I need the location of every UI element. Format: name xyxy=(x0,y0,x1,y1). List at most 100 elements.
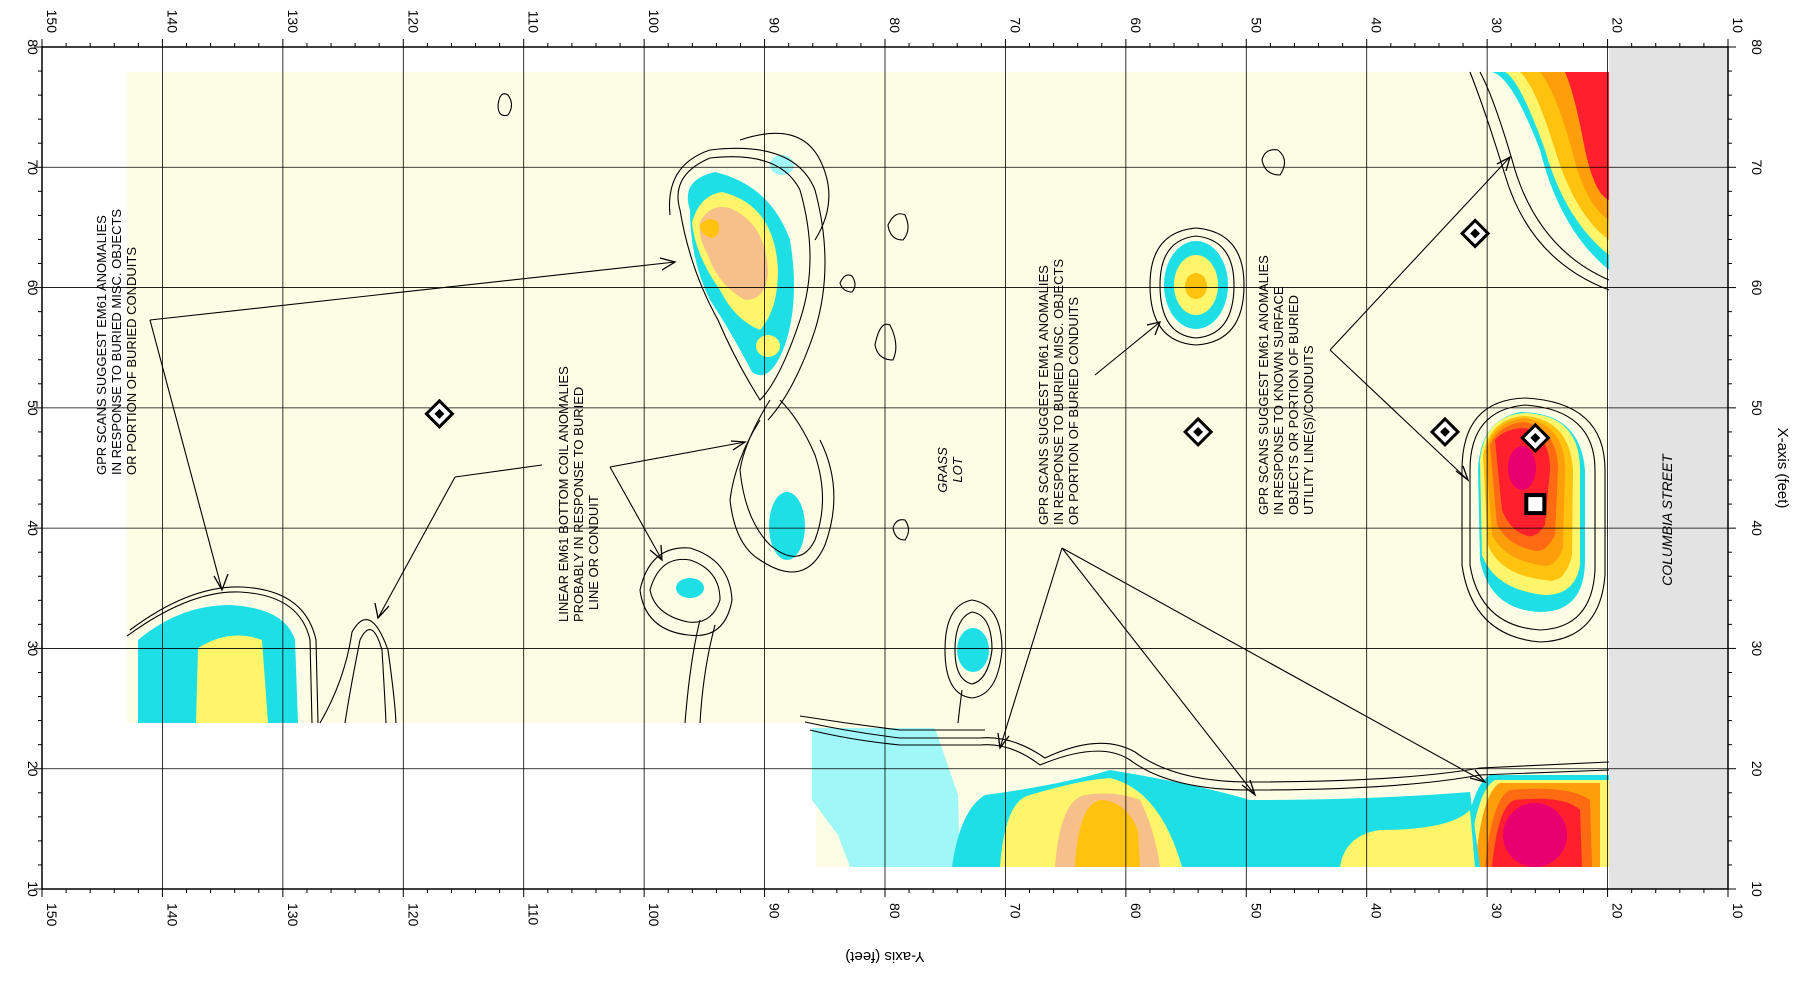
annotation-1-line-1: GPR SCANS SUGGEST EM61 ANOMALIES xyxy=(94,215,109,475)
marker-diamond-core-4 xyxy=(1530,432,1541,443)
annotation-3-line-3: OR PORTION OF BURIED CONDUITS xyxy=(1066,297,1081,525)
y-tick-label-top-20: 20 xyxy=(1610,17,1626,33)
anomaly-92-70-cyan xyxy=(770,155,794,175)
contour-line-21 xyxy=(1479,71,1610,281)
x-tick-label-right-50: 50 xyxy=(1749,400,1765,416)
x-tick-label-right-10: 10 xyxy=(1749,881,1765,897)
axis-ticks: 150 150 140 140 130 130 120 120 110 110 100 100 90 90… xyxy=(25,10,1765,927)
y-tick-label-top-30: 30 xyxy=(1489,17,1505,33)
contour-line-13 xyxy=(699,624,716,724)
y-axis-title: Y-axis (feet) xyxy=(845,948,924,965)
y-tick-label-top-100: 100 xyxy=(646,10,662,34)
anomaly-26-44-magenta xyxy=(1508,446,1536,490)
contour-line-27 xyxy=(887,213,909,241)
arrowhead-3a xyxy=(997,732,1010,750)
x-tick-label-left-30: 30 xyxy=(25,641,41,657)
annotation-3-line-2: IN RESPONSE TO BURIED MISC. OBJECTS xyxy=(1051,259,1066,525)
contour-line-2 xyxy=(129,586,319,724)
contour-line-31 xyxy=(839,274,856,293)
y-tick-label-bottom-20: 20 xyxy=(1610,903,1626,919)
marker-diamond-core-2 xyxy=(1470,228,1481,239)
contour-line-9 xyxy=(729,419,835,573)
arrowhead-1a xyxy=(659,257,677,271)
x-tick-label-left-10: 10 xyxy=(25,881,41,897)
y-tick-label-bottom-150: 150 xyxy=(44,903,60,927)
contour-line-30 xyxy=(892,519,910,541)
y-tick-label-bottom-140: 140 xyxy=(164,903,180,927)
grass-lot-label: GRASS LOT xyxy=(935,447,965,493)
x-tick-label-right-60: 60 xyxy=(1749,280,1765,296)
y-tick-label-bottom-80: 80 xyxy=(887,903,903,919)
arrowhead-4a xyxy=(1496,155,1512,172)
anomaly-88-40-cyan xyxy=(769,492,805,560)
grid xyxy=(42,47,1728,889)
anomaly-26-15-magenta xyxy=(1503,803,1567,867)
contour-line-20 xyxy=(1461,397,1606,643)
contour-line-7 xyxy=(739,132,830,241)
annotation-1-line-3: OR PORTION OF BURIED CONDUITS xyxy=(124,247,139,475)
bottom-band-orange xyxy=(1075,800,1140,867)
arrow-4b xyxy=(1329,349,1469,481)
x-axis-title: X-axis (feet) xyxy=(1774,428,1791,509)
marker-diamond-core-3 xyxy=(1440,426,1450,437)
annotation-2-line-3: LINE OR CONDUIT xyxy=(586,495,601,610)
arrow-1a xyxy=(149,261,676,321)
contour-line-12 xyxy=(684,619,701,724)
y-tick-label-bottom-40: 40 xyxy=(1369,903,1385,919)
y-tick-label-top-90: 90 xyxy=(767,17,783,33)
marker-diamond-core-0 xyxy=(434,408,445,419)
anomaly-92-55-yellow xyxy=(756,335,780,357)
annotation-arrows xyxy=(149,156,1511,796)
arrow-3a xyxy=(999,547,1063,749)
annotation-1: GPR SCANS SUGGEST EM61 ANOMALIES IN RESP… xyxy=(94,209,139,475)
contour-lines xyxy=(126,71,1610,791)
x-tick-label-left-80: 80 xyxy=(25,39,41,55)
x-tick-label-right-30: 30 xyxy=(1749,641,1765,657)
arrowhead-3b xyxy=(1241,779,1257,797)
x-tick-label-right-70: 70 xyxy=(1749,159,1765,175)
arrowhead-3d xyxy=(1146,321,1162,336)
arrowhead-2d xyxy=(649,544,663,562)
y-tick-label-bottom-60: 60 xyxy=(1128,903,1144,919)
contour-line-14 xyxy=(954,611,993,685)
marker-diamond-core-1 xyxy=(1193,426,1204,437)
annotation-4-line-3: OBJECTS OR PORTION OF BURIED xyxy=(1286,295,1301,515)
contour-line-6 xyxy=(668,147,826,421)
annotation-3-line-1: GPR SCANS SUGGEST EM61 ANOMALIES xyxy=(1036,265,1051,525)
contour-line-22 xyxy=(1469,71,1610,291)
annotation-4-line-2: IN RESPONSE TO KNOWN SURFACE xyxy=(1271,286,1286,515)
annotation-4-line-1: GPR SCANS SUGGEST EM61 ANOMALIES xyxy=(1256,255,1271,515)
survey-area-fill xyxy=(127,72,1607,867)
y-tick-label-top-130: 130 xyxy=(285,10,301,34)
contour-line-4 xyxy=(319,619,397,724)
y-tick-label-top-10: 10 xyxy=(1730,17,1746,33)
contour-line-10 xyxy=(649,558,721,623)
arrowhead-2c xyxy=(730,440,747,451)
arrow-2a xyxy=(377,476,456,619)
lower-left-cyan-zone xyxy=(812,728,960,867)
columbia-street xyxy=(1609,47,1728,889)
annotation-2-line-1: LINEAR EM61 BOTTOM COIL ANOMALIES xyxy=(556,366,571,622)
y-tick-label-top-80: 80 xyxy=(887,17,903,33)
contour-line-25 xyxy=(799,715,985,731)
annotation-4-line-4: UTILITY LINE(S)/CONDUITS xyxy=(1301,345,1316,515)
annotation-4: GPR SCANS SUGGEST EM61 ANOMALIES IN RESP… xyxy=(1256,255,1316,515)
y-tick-label-bottom-50: 50 xyxy=(1248,903,1264,919)
anomaly-134-30-yellow xyxy=(196,635,268,723)
y-tick-label-bottom-110: 110 xyxy=(526,903,542,926)
marker-square-5 xyxy=(1524,493,1547,516)
arrowhead-3c xyxy=(1469,769,1487,784)
annotation-1-line-2: IN RESPONSE TO BURIED MISC. OBJECTS xyxy=(109,209,124,475)
arrowhead-1b xyxy=(213,573,229,592)
arrow-3c xyxy=(1061,547,1486,783)
x-tick-label-left-50: 50 xyxy=(25,400,41,416)
bottom-band-yellow-right xyxy=(1340,810,1475,867)
arrowhead-4b xyxy=(1455,465,1470,482)
contour-line-18 xyxy=(1149,227,1245,346)
x-tick-label-left-20: 20 xyxy=(25,761,41,777)
x-tick-label-right-80: 80 xyxy=(1749,39,1765,55)
contour-line-29 xyxy=(1261,149,1286,176)
y-tick-label-bottom-130: 130 xyxy=(285,903,301,927)
